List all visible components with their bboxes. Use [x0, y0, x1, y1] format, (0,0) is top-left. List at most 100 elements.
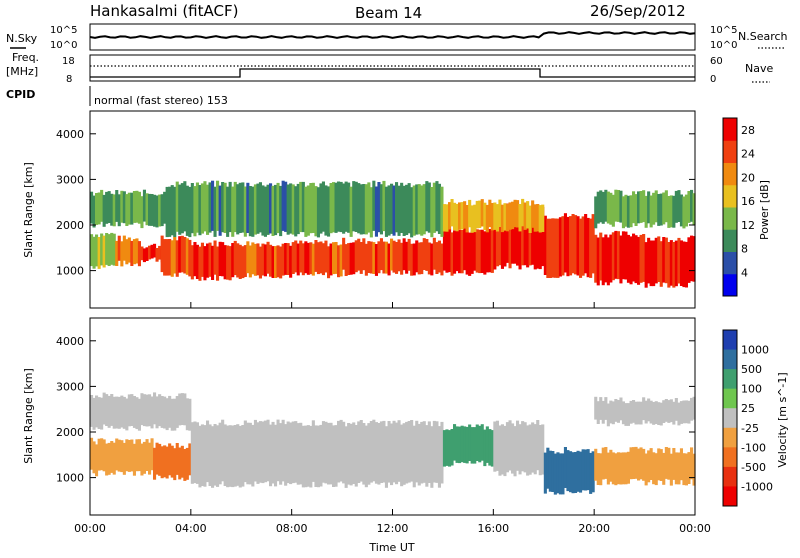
power-cell [296, 243, 300, 276]
power-cell [304, 241, 308, 274]
power-cell [228, 246, 232, 281]
power-cell [190, 183, 194, 234]
velocity-cell [117, 439, 121, 472]
power-cell [611, 232, 615, 281]
power-cell [253, 184, 257, 235]
velocity-cell [634, 446, 638, 479]
power-cell [528, 206, 532, 266]
power-cell [576, 216, 580, 276]
power-colorbar-swatch [723, 207, 737, 230]
power-cell [173, 237, 177, 274]
power-cell [528, 205, 532, 233]
velocity-colorbar-tick: -25 [741, 422, 759, 435]
velocity-cell [107, 395, 111, 428]
velocity-cell [319, 424, 323, 487]
x-tick-label: 12:00 [377, 522, 409, 535]
velocity-cell [561, 453, 565, 495]
velocity-cell [518, 424, 522, 475]
power-cell [251, 242, 255, 275]
velocity-cell [185, 398, 189, 431]
power-cell [518, 204, 522, 232]
velocity-cell [306, 425, 310, 487]
power-colorbar-tick: 28 [741, 124, 755, 137]
power-cell [410, 243, 414, 276]
x-tick-label: 16:00 [477, 522, 509, 535]
power-cell [122, 235, 126, 261]
power-cell [621, 196, 625, 229]
velocity-cell [190, 422, 194, 484]
power-cell [599, 190, 603, 223]
velocity-cell [584, 449, 588, 491]
power-cell [100, 189, 104, 222]
velocity-cell [432, 420, 436, 483]
power-cell [619, 235, 623, 284]
velocity-cell [566, 450, 570, 492]
velocity-cell [682, 400, 686, 424]
freq-frame [89, 54, 696, 82]
velocity-cell [664, 447, 668, 479]
noise-sky-line [89, 31, 696, 39]
power-cell [236, 184, 240, 235]
power-cell [299, 181, 303, 233]
velocity-cell [448, 430, 452, 467]
velocity-cell [263, 420, 267, 483]
velocity-cell [127, 440, 131, 472]
velocity-cell [543, 452, 547, 494]
velocity-cell [667, 400, 671, 423]
power-cell [395, 182, 399, 233]
velocity-colorbar-tick: -100 [741, 441, 766, 454]
velocity-cell [657, 448, 661, 481]
velocity-colorbar-swatch [723, 369, 737, 390]
noise-sky-label: N.Sky [6, 32, 38, 45]
velocity-cell [546, 447, 550, 489]
power-cell [639, 191, 643, 223]
y-tick-label: 2000 [56, 426, 84, 439]
power-cell [511, 201, 515, 230]
power-cell [319, 241, 323, 274]
power-cell [430, 243, 434, 276]
velocity-cell [352, 422, 356, 484]
velocity-cell [140, 443, 144, 476]
power-cell [185, 185, 189, 236]
power-cell [390, 183, 394, 234]
velocity-cell [644, 453, 648, 486]
power-cell [311, 243, 315, 276]
power-cell [324, 185, 328, 236]
power-cell [180, 183, 184, 234]
power-cell [364, 184, 368, 235]
velocity-cell [571, 452, 575, 494]
power-cell [314, 186, 318, 237]
power-cell [145, 193, 149, 226]
power-cell [619, 190, 623, 223]
power-cell [223, 182, 227, 233]
velocity-cell [163, 396, 167, 429]
power-cell [241, 182, 245, 233]
power-cell [488, 199, 492, 228]
power-cell [387, 243, 391, 276]
power-cell [105, 191, 109, 224]
power-cell [521, 198, 525, 227]
power-cell [516, 200, 520, 228]
velocity-cell [652, 452, 656, 485]
power-cell [470, 230, 474, 274]
power-cell [400, 242, 404, 275]
power-cell [158, 245, 162, 260]
velocity-cell [495, 420, 499, 471]
power-cell [609, 192, 613, 225]
velocity-cell [556, 452, 560, 494]
power-cell [289, 183, 293, 234]
power-y-axis: 1000 2000 3000 4000 [56, 128, 695, 278]
power-cbar-label: Power [dB] [758, 180, 771, 240]
power-cell [211, 180, 215, 231]
velocity-cell [357, 421, 361, 483]
velocity-cell [647, 450, 651, 483]
power-cell [130, 240, 134, 266]
power-cell [679, 240, 683, 286]
power-cell [639, 234, 643, 283]
velocity-cell [200, 424, 204, 486]
power-cell [647, 237, 651, 284]
velocity-cell [193, 421, 197, 484]
velocity-cell [122, 442, 126, 475]
power-cell [299, 240, 303, 273]
velocity-cell [299, 422, 303, 485]
